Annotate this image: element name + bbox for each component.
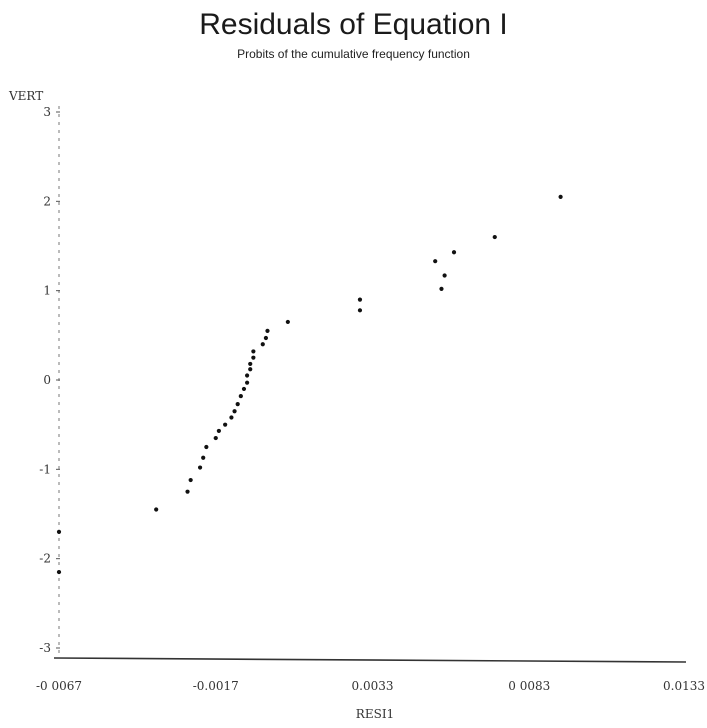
x-tick-label: 0 0083 — [508, 679, 550, 693]
data-point — [260, 342, 265, 347]
data-point — [263, 335, 269, 341]
data-point — [442, 273, 447, 278]
y-tick-label: 3 — [43, 105, 51, 119]
data-point — [56, 569, 62, 575]
data-point — [245, 373, 250, 378]
data-points — [56, 194, 563, 575]
x-ticks: -0 0067 -0.0017 0.0033 0 0083 0.0133 — [36, 679, 705, 693]
chart-subtitle: Probits of the cumulative frequency func… — [237, 47, 470, 61]
y-tick-label: 1 — [43, 284, 51, 298]
data-point — [248, 367, 253, 372]
y-tick-label: 0 — [43, 373, 51, 387]
y-ticks: 3 2 1 0 -1 -2 -3 — [39, 105, 60, 655]
data-point — [251, 355, 256, 360]
data-point — [204, 444, 209, 450]
data-point — [357, 308, 363, 313]
data-point — [558, 194, 563, 199]
data-point — [188, 477, 193, 483]
y-tick-label: -2 — [39, 552, 51, 566]
data-point — [451, 250, 457, 255]
y-tick-label: 2 — [43, 194, 51, 208]
x-axis-line — [53, 657, 687, 663]
x-tick-label: 0.0133 — [663, 679, 705, 693]
data-point — [245, 380, 250, 385]
x-tick-label: -0 0067 — [36, 679, 82, 693]
data-point — [439, 286, 444, 291]
data-point — [248, 361, 253, 367]
y-tick-label: -3 — [39, 641, 51, 655]
axes — [53, 106, 687, 663]
x-tick-label: 0.0033 — [352, 679, 394, 693]
x-axis-label: RESI1 — [356, 707, 394, 721]
data-point — [201, 455, 206, 460]
data-point — [492, 234, 497, 240]
data-point — [433, 259, 438, 264]
data-point — [241, 386, 247, 392]
data-point — [357, 297, 363, 302]
data-point — [216, 428, 221, 434]
data-point — [251, 349, 256, 354]
x-tick-label: -0.0017 — [193, 679, 239, 693]
y-tick-label: -1 — [39, 462, 51, 476]
data-point — [154, 507, 159, 512]
chart-title: Residuals of Equation I — [199, 8, 508, 41]
data-point — [197, 465, 203, 470]
data-point — [285, 319, 290, 325]
data-point — [229, 415, 234, 420]
data-point — [238, 393, 243, 399]
data-point — [232, 409, 237, 414]
data-point — [265, 328, 270, 333]
data-point — [185, 489, 190, 494]
data-point — [56, 529, 62, 534]
y-axis-label: VERT — [8, 89, 43, 103]
data-point — [223, 422, 228, 427]
data-point — [213, 435, 218, 441]
data-point — [235, 402, 240, 407]
